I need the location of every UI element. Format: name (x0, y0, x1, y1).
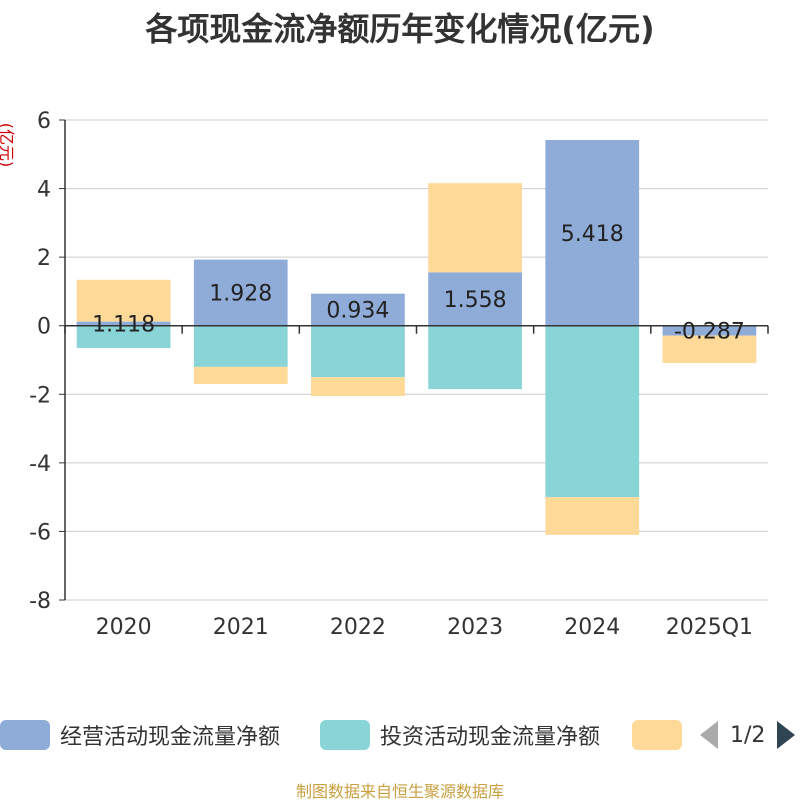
y-tick-label: -2 (29, 383, 51, 408)
y-tick-label: -8 (29, 589, 51, 614)
legend-swatch-operating (0, 720, 50, 750)
legend-swatch-financing (632, 720, 682, 750)
bar-2020-series-0 (76, 321, 171, 326)
bar-2021-series-1 (193, 325, 288, 367)
pager-next-icon[interactable] (777, 721, 796, 749)
x-tick-label: 2025Q1 (666, 615, 753, 640)
y-tick-label: -4 (29, 452, 51, 477)
legend-label-operating: 经营活动现金流量净额 (60, 725, 281, 750)
legend-label-investing: 投资活动现金流量净额 (380, 725, 601, 750)
bar-2024-series-0 (545, 139, 640, 326)
bar-2023-series-0 (428, 272, 522, 326)
axes: 6 4 2 0 -2 -4 -6 -8 2020 2021 2022 2023 2024 2025Q1 (29, 109, 769, 640)
legend-swatch-investing (320, 720, 370, 750)
data-label: 0.934 (326, 299, 389, 324)
pager-prev-icon[interactable] (700, 721, 718, 749)
x-tick-label: 2022 (330, 615, 386, 640)
bar-2025Q1-series-2 (662, 335, 757, 363)
bar-2023-series-2 (428, 183, 522, 273)
legend-item-operating[interactable]: 经营活动现金流量净额 (0, 715, 280, 755)
y-tick-label: 2 (37, 246, 51, 271)
x-tick-label: 2023 (447, 615, 503, 640)
bar-2023-series-1 (428, 325, 522, 390)
data-label: 1.118 (92, 313, 155, 338)
data-label: 1.928 (209, 282, 272, 307)
y-tick-label: 0 (37, 315, 51, 340)
legend-item-investing[interactable]: 投资活动现金流量净额 (320, 715, 600, 755)
x-tick-label: 2021 (213, 615, 269, 640)
chart-title: 各项现金流净额历年变化情况(亿元) (145, 10, 655, 48)
legend-pager: 1/2 (700, 715, 796, 755)
bar-2022-series-0 (311, 293, 405, 326)
bar-2024-series-2 (545, 497, 640, 535)
bar-2025Q1-series-0 (662, 325, 757, 336)
y-tick-label: 4 (37, 178, 51, 203)
data-label: 5.418 (561, 222, 624, 247)
bars (76, 139, 757, 535)
pager-text: 1/2 (730, 722, 766, 748)
bar-2024-series-1 (545, 325, 640, 498)
y-axis-label: (亿元) (0, 123, 16, 168)
data-labels: 1.118 1.928 0.934 1.558 5.418 -0.287 (92, 222, 745, 345)
bar-2022-series-2 (311, 377, 405, 396)
x-tick-label: 2020 (96, 615, 152, 640)
chart-plot: 6 4 2 0 -2 -4 -6 -8 2020 2021 2022 2023 2024 2025Q1 1… (0, 109, 769, 640)
bar-2020-series-1 (76, 325, 171, 348)
x-tick-label: 2024 (564, 615, 620, 640)
bar-2020-series-2 (76, 279, 171, 322)
bar-2022-series-1 (311, 325, 405, 378)
bar-2021-series-2 (193, 366, 288, 384)
y-tick-label: -6 (29, 520, 51, 545)
y-tick-label: 6 (37, 109, 51, 134)
bar-2021-series-0 (193, 259, 288, 326)
data-label: 1.558 (444, 288, 507, 313)
legend-item-financing[interactable] (632, 715, 682, 755)
legend: 经营活动现金流量净额 投资活动现金流量净额 1/2 (0, 715, 800, 755)
data-label: -0.287 (674, 320, 745, 345)
source-note: 制图数据来自恒生聚源数据库 (295, 782, 504, 801)
